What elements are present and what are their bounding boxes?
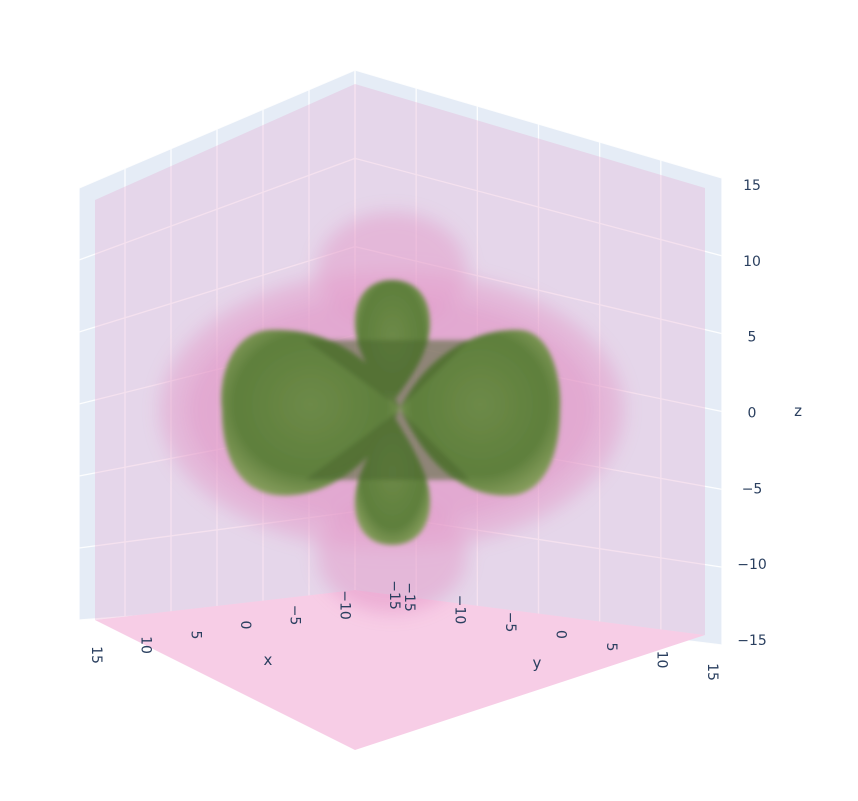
z-tick-label: −5: [742, 481, 763, 497]
x-axis-title: x: [264, 651, 273, 669]
y-tick-label: 5: [603, 643, 619, 652]
x-tick-label: −5: [287, 605, 303, 626]
x-tick-label: 15: [88, 646, 104, 664]
z-tick-label: 10: [743, 254, 761, 270]
y-tick-label: −5: [502, 612, 518, 633]
inner-surface: [221, 280, 561, 545]
z-axis-ticks: 15 10 5 0 −5 −10 −15: [737, 178, 767, 649]
y-axis-title: y: [533, 654, 542, 672]
y-tick-label: −10: [452, 595, 468, 625]
x-tick-label: 0: [237, 621, 253, 630]
y-tick-label: 10: [654, 651, 670, 669]
z-tick-label: −15: [737, 633, 767, 649]
x-tick-label: −10: [336, 590, 352, 620]
z-axis-title: z: [794, 402, 802, 420]
z-tick-label: 0: [748, 406, 757, 422]
y-tick-label: 15: [704, 663, 720, 681]
x-tick-label: 10: [138, 636, 154, 654]
y-axis-ticks: −15 −10 −5 0 5 10 15: [401, 582, 720, 681]
floor-plane: [95, 590, 705, 750]
z-tick-label: −10: [737, 557, 767, 573]
x-tick-label: −15: [386, 580, 402, 610]
y-tick-label: 0: [553, 630, 569, 639]
z-tick-label: 5: [748, 330, 757, 346]
y-tick-label: −15: [401, 582, 417, 612]
x-tick-label: 5: [187, 631, 203, 640]
x-axis-ticks: 15 10 5 0 −5 −10 −15: [88, 580, 402, 664]
z-tick-label: 15: [743, 178, 761, 194]
